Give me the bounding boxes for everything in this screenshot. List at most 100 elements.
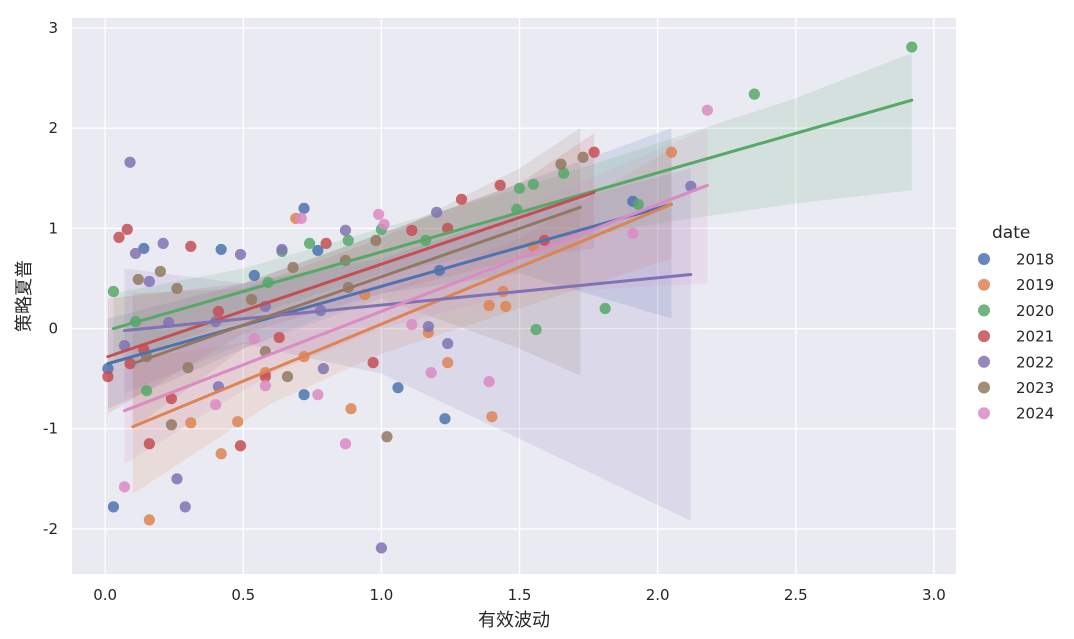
data-point-2021 bbox=[121, 223, 133, 235]
regression-line-2020 bbox=[111, 98, 914, 331]
legend-marker-2022 bbox=[978, 355, 990, 368]
data-point-2024 bbox=[210, 399, 222, 411]
data-point-2018 bbox=[298, 202, 310, 214]
data-point-2019 bbox=[143, 514, 155, 526]
data-point-2023 bbox=[171, 282, 183, 295]
regression-line-2019 bbox=[131, 202, 673, 429]
data-point-2020 bbox=[906, 41, 918, 53]
data-point-2022 bbox=[124, 156, 136, 168]
legend-label-2022: 2022 bbox=[1016, 353, 1054, 371]
data-point-2018 bbox=[298, 389, 310, 401]
data-point-2024 bbox=[425, 367, 437, 379]
data-point-2022 bbox=[317, 363, 329, 375]
data-point-2022 bbox=[234, 248, 247, 261]
data-point-2022 bbox=[431, 206, 443, 218]
data-point-2021 bbox=[185, 240, 197, 253]
regression-line-2018 bbox=[106, 202, 673, 366]
data-point-2021 bbox=[320, 237, 332, 250]
y-tick-label: 3 bbox=[48, 19, 58, 37]
data-point-2023 bbox=[281, 371, 294, 383]
data-point-2023 bbox=[165, 419, 178, 431]
regression-lines bbox=[106, 98, 914, 429]
data-point-2021 bbox=[234, 440, 247, 452]
legend-title: date bbox=[992, 223, 1030, 243]
data-point-2022 bbox=[129, 247, 142, 260]
data-point-2023 bbox=[132, 273, 144, 286]
data-point-2021 bbox=[102, 371, 114, 383]
y-tick-label: -1 bbox=[43, 420, 58, 438]
data-point-2024 bbox=[259, 380, 271, 392]
legend-label-2023: 2023 bbox=[1016, 379, 1054, 397]
x-tick-label: 1.5 bbox=[508, 586, 532, 604]
confidence-band-2019 bbox=[132, 148, 672, 494]
x-axis-label: 有效波动 bbox=[478, 610, 550, 631]
y-tick-label: 0 bbox=[48, 320, 58, 338]
data-point-2023 bbox=[182, 362, 194, 374]
data-point-2019 bbox=[232, 416, 244, 428]
data-point-2023 bbox=[245, 293, 258, 306]
data-point-2020 bbox=[558, 167, 570, 179]
data-point-2020 bbox=[527, 178, 539, 190]
data-point-2018 bbox=[102, 363, 114, 375]
data-point-2020 bbox=[599, 302, 611, 315]
data-point-2021 bbox=[165, 393, 178, 405]
legend-marker-2023 bbox=[978, 381, 990, 394]
data-point-2024 bbox=[248, 332, 260, 345]
data-point-2024 bbox=[295, 212, 307, 224]
legend-marker-2018 bbox=[978, 253, 990, 265]
y-tick-label: 2 bbox=[48, 119, 58, 137]
data-point-2021 bbox=[494, 179, 506, 191]
data-point-2022 bbox=[171, 473, 183, 485]
legend: date 2018 2019 2020 2021 2022 2023 2024 bbox=[978, 223, 1054, 423]
data-point-2018 bbox=[248, 269, 260, 282]
data-point-2024 bbox=[312, 389, 324, 401]
y-axis-label: 策略夏普 bbox=[14, 260, 35, 332]
data-point-2019 bbox=[500, 300, 512, 313]
data-point-2023 bbox=[381, 431, 393, 443]
regression-line-2023 bbox=[131, 205, 582, 366]
data-point-2022 bbox=[179, 501, 191, 513]
x-tick-label: 2.5 bbox=[784, 586, 808, 604]
data-point-2024 bbox=[339, 438, 352, 450]
data-point-2022 bbox=[339, 224, 352, 236]
data-point-2021 bbox=[124, 358, 136, 370]
data-point-2020 bbox=[632, 198, 644, 210]
legend-label-2024: 2024 bbox=[1016, 405, 1054, 423]
confidence-band-2023 bbox=[132, 128, 581, 429]
data-point-2018 bbox=[107, 501, 120, 513]
data-point-2019 bbox=[442, 357, 454, 369]
legend-label-2020: 2020 bbox=[1016, 302, 1054, 320]
data-point-2023 bbox=[577, 151, 589, 163]
y-axis-ticks: -2 -1 0 1 2 3 bbox=[43, 19, 58, 538]
data-point-2019 bbox=[486, 411, 498, 423]
regression-line-2021 bbox=[106, 190, 596, 359]
regression-line-2024 bbox=[122, 183, 709, 413]
data-point-2020 bbox=[140, 385, 153, 397]
data-point-2020 bbox=[303, 237, 316, 250]
data-point-2024 bbox=[701, 104, 713, 116]
data-point-2023 bbox=[287, 261, 299, 274]
data-point-2020 bbox=[513, 182, 526, 194]
x-tick-label: 0.0 bbox=[93, 586, 117, 604]
data-point-2019 bbox=[483, 299, 495, 312]
data-point-2024 bbox=[118, 481, 131, 493]
legend-label-2018: 2018 bbox=[1016, 251, 1054, 269]
grid-lines bbox=[72, 18, 956, 574]
data-point-2022 bbox=[118, 339, 131, 352]
data-point-2019 bbox=[345, 403, 357, 415]
scatter-points bbox=[102, 41, 918, 554]
data-point-2022 bbox=[157, 237, 169, 250]
y-tick-label: 1 bbox=[48, 219, 58, 237]
data-point-2018 bbox=[312, 244, 324, 257]
data-point-2023 bbox=[555, 158, 567, 170]
data-point-2020 bbox=[107, 285, 120, 298]
data-point-2023 bbox=[154, 265, 166, 278]
data-point-2021 bbox=[113, 231, 125, 243]
data-point-2019 bbox=[665, 146, 678, 158]
data-point-2021 bbox=[455, 193, 468, 205]
data-point-2021 bbox=[406, 224, 418, 236]
data-point-2020 bbox=[748, 88, 760, 100]
data-point-2019 bbox=[185, 417, 197, 429]
